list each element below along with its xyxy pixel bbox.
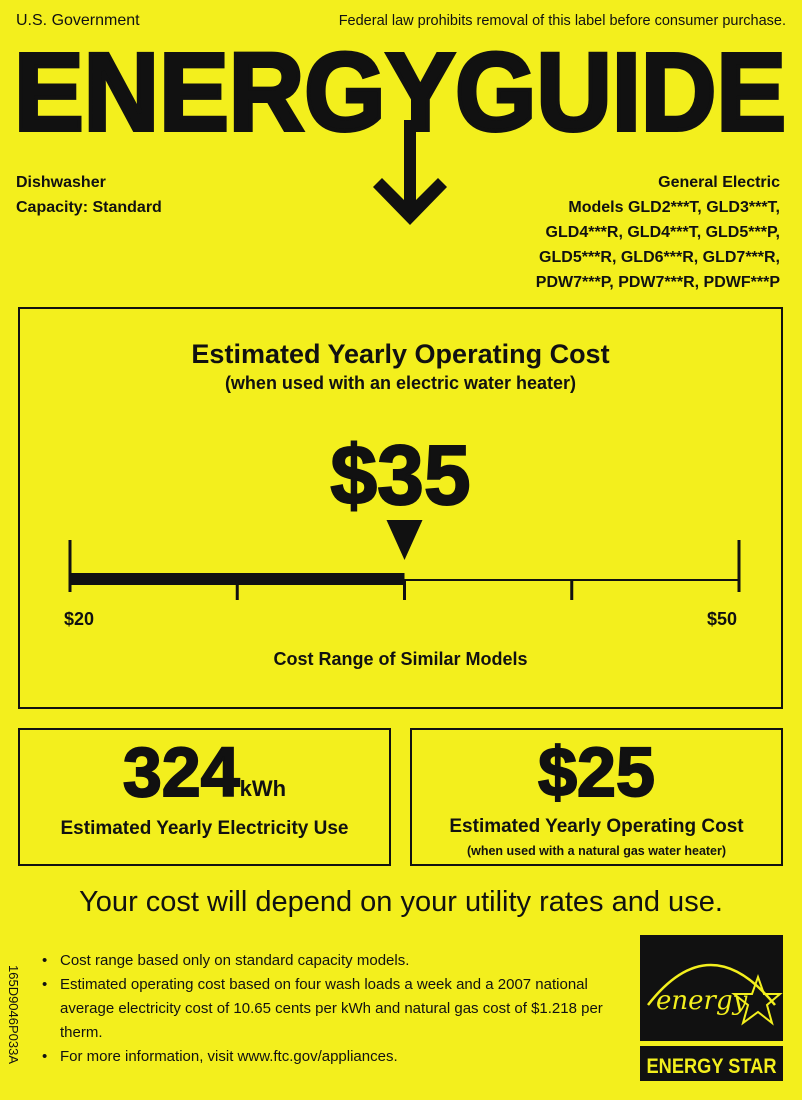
- gas-cost-sublabel: (when used with a natural gas water heat…: [466, 844, 727, 858]
- energy-star-logo: energy ENERGY STAR: [640, 935, 783, 1081]
- arrow-down-icon: [373, 120, 447, 225]
- law-notice: Federal law prohibits removal of this la…: [338, 13, 786, 29]
- range-low-label: $20: [64, 609, 95, 629]
- gas-cost-value: $25: [537, 732, 656, 812]
- cost-title: Estimated Yearly Operating Cost: [191, 339, 610, 369]
- model-line: GLD4***R, GLD4***T, GLD5***P,: [545, 224, 780, 241]
- range-label: Cost Range of Similar Models: [273, 649, 528, 669]
- government-label: U.S. Government: [16, 12, 140, 29]
- range-high-label: $50: [706, 609, 737, 629]
- appliance-info: Dishwasher Capacity: Standard: [16, 170, 162, 220]
- label-code: 165D9046P033A: [6, 965, 21, 1065]
- cost-marker-triangle: [386, 520, 423, 560]
- energyguide-title-wrapper: ENERGYGUIDE: [14, 40, 788, 140]
- energy-star-icon: energy ENERGY STAR: [640, 935, 783, 1081]
- appliance-capacity: Capacity: Standard: [16, 199, 162, 216]
- gas-cost-label: Estimated Yearly Operating Cost: [449, 816, 744, 837]
- kwh-unit: kWh: [239, 776, 287, 801]
- model-line: GLD5***R, GLD6***R, GLD7***R,: [539, 249, 780, 266]
- footnote: Estimated operating cost based on four w…: [42, 973, 612, 1045]
- appliance-type: Dishwasher: [16, 174, 106, 191]
- cost-fill-bar: [70, 573, 405, 585]
- kwh-value: 324kWh: [20, 732, 389, 812]
- model-line: Models GLD2***T, GLD3***T,: [568, 199, 780, 216]
- electricity-label: Estimated Yearly Electricity Use: [60, 818, 349, 839]
- manufacturer-info: General Electric Models GLD2***T, GLD3**…: [536, 170, 780, 295]
- footnotes: Cost range based only on standard capaci…: [42, 949, 612, 1069]
- cost-depend-note: Your cost will depend on your utility ra…: [79, 886, 723, 918]
- energyguide-title: ENERGYGUIDE: [14, 40, 786, 140]
- cost-value: $35: [329, 427, 471, 523]
- footnote: Cost range based only on standard capaci…: [42, 949, 612, 973]
- energy-script: energy: [656, 986, 748, 1016]
- footnote: For more information, visit www.ftc.gov/…: [42, 1045, 612, 1069]
- gas-cost-box: $25 Estimated Yearly Operating Cost (whe…: [410, 728, 783, 866]
- electricity-use-box: 324kWh Estimated Yearly Electricity Use: [18, 728, 391, 866]
- model-line: PDW7***P, PDW7***R, PDWF***P: [535, 274, 780, 291]
- operating-cost-box: Estimated Yearly Operating Cost (when us…: [18, 307, 783, 709]
- energy-star-label: ENERGY STAR: [647, 1055, 777, 1078]
- cost-subtitle: (when used with an electric water heater…: [224, 373, 577, 393]
- kwh-number: 324: [122, 732, 241, 812]
- cost-range-scale: [68, 520, 741, 600]
- manufacturer-name: General Electric: [658, 174, 780, 191]
